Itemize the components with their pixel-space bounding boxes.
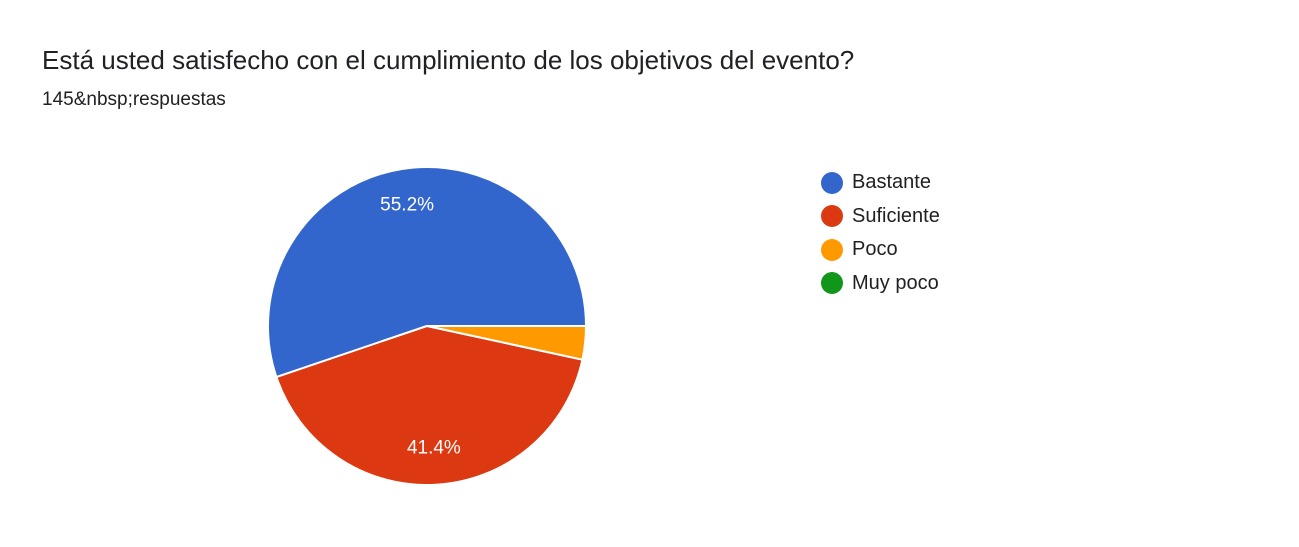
pie-slice-bastante[interactable] [267, 166, 587, 379]
legend: Bastante Suficiente Poco Muy poco [821, 166, 940, 300]
legend-swatch-poco [821, 238, 843, 261]
response-count: 145&nbsp;respuestas [42, 89, 226, 110]
pie-slices-group [267, 166, 588, 487]
legend-label-bastante: Bastante [852, 171, 931, 194]
legend-swatch-suficiente [821, 205, 843, 228]
legend-label-muy-poco: Muy poco [852, 271, 939, 294]
pie-slice-poco[interactable] [426, 325, 588, 361]
legend-swatch-muy-poco [821, 272, 843, 295]
legend-item-poco[interactable]: Poco [821, 233, 940, 267]
pie-labels-group: 55.2% 41.4% [380, 195, 461, 459]
chart-title: Está usted satisfecho con el cumplimient… [42, 45, 855, 75]
pie-slice-suficiente[interactable] [275, 325, 584, 487]
legend-label-suficiente: Suficiente [852, 204, 940, 227]
pie-label-suficiente: 41.4% [407, 438, 461, 459]
pie-label-bastante: 55.2% [380, 195, 434, 216]
legend-label-poco: Poco [852, 238, 898, 261]
legend-item-suficiente[interactable]: Suficiente [821, 200, 940, 234]
legend-item-bastante[interactable]: Bastante [821, 166, 940, 200]
legend-swatch-bastante [821, 171, 843, 194]
legend-item-muy-poco[interactable]: Muy poco [821, 267, 940, 301]
